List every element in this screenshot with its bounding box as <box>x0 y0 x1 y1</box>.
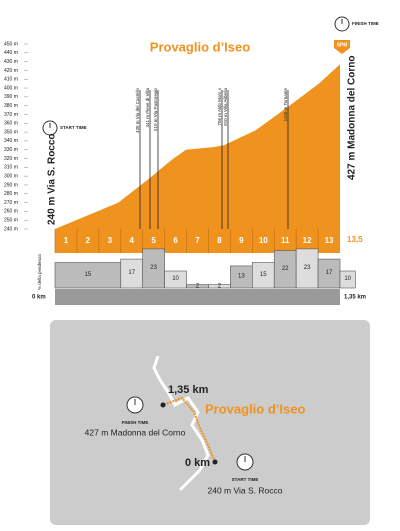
map-route <box>162 396 216 463</box>
map-end-km: 1,35 km <box>168 384 209 396</box>
y-tick-label: 280 m <box>4 191 18 197</box>
y-tick-label: 450 m <box>4 41 18 47</box>
gradient-label: 23 <box>304 265 311 271</box>
gradient-label: 22 <box>282 266 289 272</box>
y-tick-label: 360 m <box>4 121 18 127</box>
gradient-label: 10 <box>172 276 179 282</box>
finish-badge-shape <box>334 40 350 54</box>
segment-band <box>55 229 340 253</box>
map-start-km: 0 km <box>185 457 210 469</box>
gradient-label: 17 <box>326 270 333 276</box>
map-bg <box>50 320 370 525</box>
gradient-bar <box>339 270 356 289</box>
y-tick-label: 300 m <box>4 173 18 179</box>
y-tick-label: 260 m <box>4 209 18 215</box>
gradient-label: 10 <box>344 276 351 282</box>
gradient-label: 23 <box>150 265 157 271</box>
chart-title: Provaglio d’Iseo <box>150 39 250 54</box>
map-start-time: START TIME <box>232 477 259 482</box>
annotation-label: 441 m Pieve di Villa <box>145 88 150 128</box>
y-tick-label: 330 m <box>4 147 18 153</box>
annotation-label: 510 m Via Pastoregio <box>153 88 158 131</box>
annotation-label: 810 m Villa Alibella <box>223 88 228 126</box>
annotation-label: 1100 m Tornante <box>283 88 288 122</box>
gradient-label: 15 <box>260 272 267 278</box>
y-tick-label: 430 m <box>4 59 18 65</box>
stopwatch <box>42 120 58 136</box>
segment-label: 2 <box>86 236 91 245</box>
y-tick-label: 250 m <box>4 218 18 224</box>
map-title: Provaglio d’Iseo <box>205 401 305 416</box>
segment-label: 10 <box>259 236 268 245</box>
map-start-label: 240 m Via S. Rocco <box>208 485 283 495</box>
y-tick-label: 310 m <box>4 165 18 171</box>
segment-label: 9 <box>239 236 244 245</box>
gradient-label: 2 <box>218 284 222 290</box>
y-tick-label: 290 m <box>4 182 18 188</box>
y-tick-label: 390 m <box>4 94 18 100</box>
map-road <box>152 355 210 492</box>
segment-label: 6 <box>173 236 178 245</box>
gradient-bar <box>142 248 165 289</box>
y-tick-label: 410 m <box>4 77 18 83</box>
map-finish <box>160 402 166 408</box>
segment-label: 11 <box>281 236 290 245</box>
y-tick-label: 350 m <box>4 129 18 135</box>
map-start <box>212 459 218 465</box>
finish-label: 427 m Madonna del Corno <box>347 56 358 180</box>
gradient-axis-label: % della pendenza <box>37 254 42 290</box>
gradient-label: 15 <box>85 272 92 278</box>
stopwatch <box>236 453 254 471</box>
stopwatch <box>126 396 144 414</box>
segment-label: 4 <box>130 236 135 245</box>
gradient-label: 2 <box>196 284 200 290</box>
gradient-bar <box>54 262 122 289</box>
gradient-label: 13 <box>238 274 245 280</box>
average-gradient: 13,5 <box>347 235 363 244</box>
y-tick-label: 270 m <box>4 200 18 206</box>
segment-label: 1 <box>64 236 69 245</box>
x-end: 1,35 km <box>344 295 366 301</box>
x-start: 0 km <box>32 295 46 301</box>
map-finish-label: 427 m Madonna del Corno <box>85 427 186 437</box>
y-tick-label: 420 m <box>4 68 18 74</box>
gradient-label: 17 <box>128 270 135 276</box>
segment-label: 8 <box>217 236 222 245</box>
y-tick-label: 240 m <box>4 226 18 232</box>
y-tick-label: 340 m <box>4 138 18 144</box>
gradient-bar <box>164 270 187 289</box>
y-tick-label: 400 m <box>4 85 18 91</box>
segment-label: 12 <box>303 236 312 245</box>
stopwatch <box>334 16 350 32</box>
y-tick-label: 370 m <box>4 112 18 118</box>
y-tick-label: 440 m <box>4 50 18 56</box>
map-finish-time: FINISH TIME <box>122 420 149 425</box>
finish-badge: SPM <box>337 42 348 48</box>
finish-time: FINISH TIME <box>352 21 379 26</box>
segment-label: 3 <box>108 236 113 245</box>
y-tick-label: 380 m <box>4 103 18 109</box>
annotation-label: 706 m Aldo Moro x <box>217 87 222 125</box>
y-tick-label: 320 m <box>4 156 18 162</box>
elevation-area <box>55 64 340 229</box>
segment-label: 7 <box>195 236 200 245</box>
distance-band <box>55 289 340 305</box>
start-time: START TIME <box>60 125 87 130</box>
segment-label: 5 <box>151 236 156 245</box>
start-label: 240 m Via S. Rocco <box>47 133 58 225</box>
annotation-label: 430 m Via del Castello <box>135 88 140 133</box>
segment-label: 13 <box>325 236 334 245</box>
